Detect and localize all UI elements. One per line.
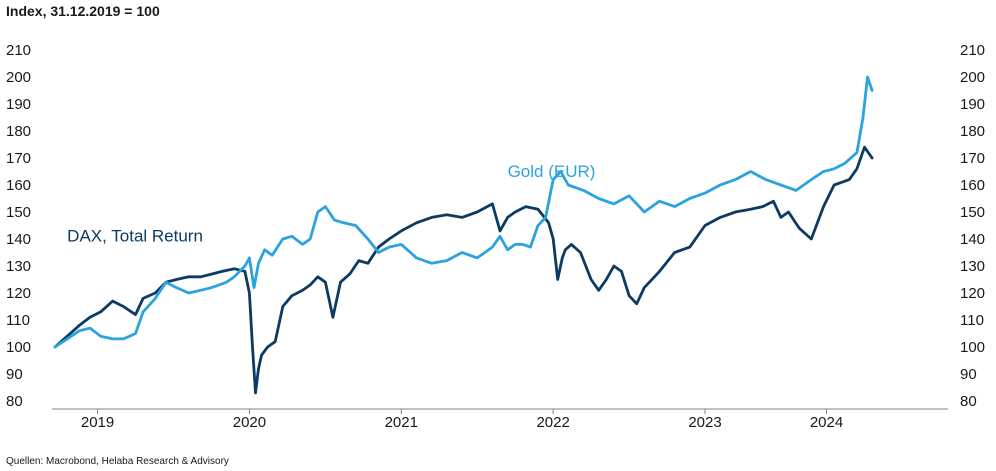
y-tick-label-right: 80: [960, 393, 977, 410]
y-tick-label-left: 130: [6, 258, 31, 275]
gold-eur-line: [53, 75, 874, 349]
y-tick-label-right: 90: [960, 366, 977, 383]
series-labels: DAX, Total Return Gold (EUR): [67, 162, 595, 246]
y-tick-label-left: 170: [6, 150, 31, 167]
y-tick-label-right: 170: [960, 150, 985, 167]
y-tick-label-right: 210: [960, 42, 985, 59]
y-tick-label-right: 100: [960, 339, 985, 356]
y-tick-label-right: 150: [960, 204, 985, 221]
y-tick-label-right: 160: [960, 177, 985, 194]
y-tick-label-left: 100: [6, 339, 31, 356]
x-tick-label: 2020: [233, 414, 266, 431]
x-tick-label: 2023: [688, 414, 721, 431]
x-tick-label: 2021: [385, 414, 418, 431]
gold-series-label: Gold (EUR): [508, 162, 596, 181]
y-tick-label-left: 120: [6, 285, 31, 302]
y-tick-label-left: 180: [6, 123, 31, 140]
dax-series-label: DAX, Total Return: [67, 227, 203, 246]
y-tick-label-left: 160: [6, 177, 31, 194]
right-y-axis: 80 90 100 110 120 130 140 150 160 170 180 190 200 210: [960, 42, 985, 410]
y-axis-title: Index, 31.12.2019 = 100: [6, 3, 160, 19]
y-tick-label-right: 130: [960, 258, 985, 275]
x-tick-label: 2024: [810, 414, 843, 431]
y-tick-label-left: 150: [6, 204, 31, 221]
y-tick-label-left: 80: [6, 393, 23, 410]
y-tick-label-right: 190: [960, 96, 985, 113]
y-tick-label-left: 190: [6, 96, 31, 113]
left-y-axis: 80 90 100 110 120 130 140 150 160 170 180 190 200 210: [6, 42, 31, 410]
source-note: Quellen: Macrobond, Helaba Research & Ad…: [6, 456, 229, 467]
dax-total-return-line: [53, 145, 874, 395]
y-tick-label-right: 110: [960, 312, 984, 329]
y-tick-label-left: 200: [6, 69, 31, 86]
y-tick-label-right: 180: [960, 123, 985, 140]
series-lines: [53, 75, 874, 395]
y-tick-label-left: 90: [6, 366, 23, 383]
y-tick-label-left: 140: [6, 231, 31, 248]
y-tick-label-right: 140: [960, 231, 985, 248]
y-tick-label-left: 110: [6, 312, 30, 329]
y-tick-label-right: 120: [960, 285, 985, 302]
x-axis: 2019 2020 2021 2022 2023 2024: [81, 409, 843, 431]
x-tick-label: 2019: [81, 414, 114, 431]
x-tick-label: 2022: [536, 414, 569, 431]
y-tick-label-right: 200: [960, 69, 985, 86]
y-tick-label-left: 210: [6, 42, 31, 59]
